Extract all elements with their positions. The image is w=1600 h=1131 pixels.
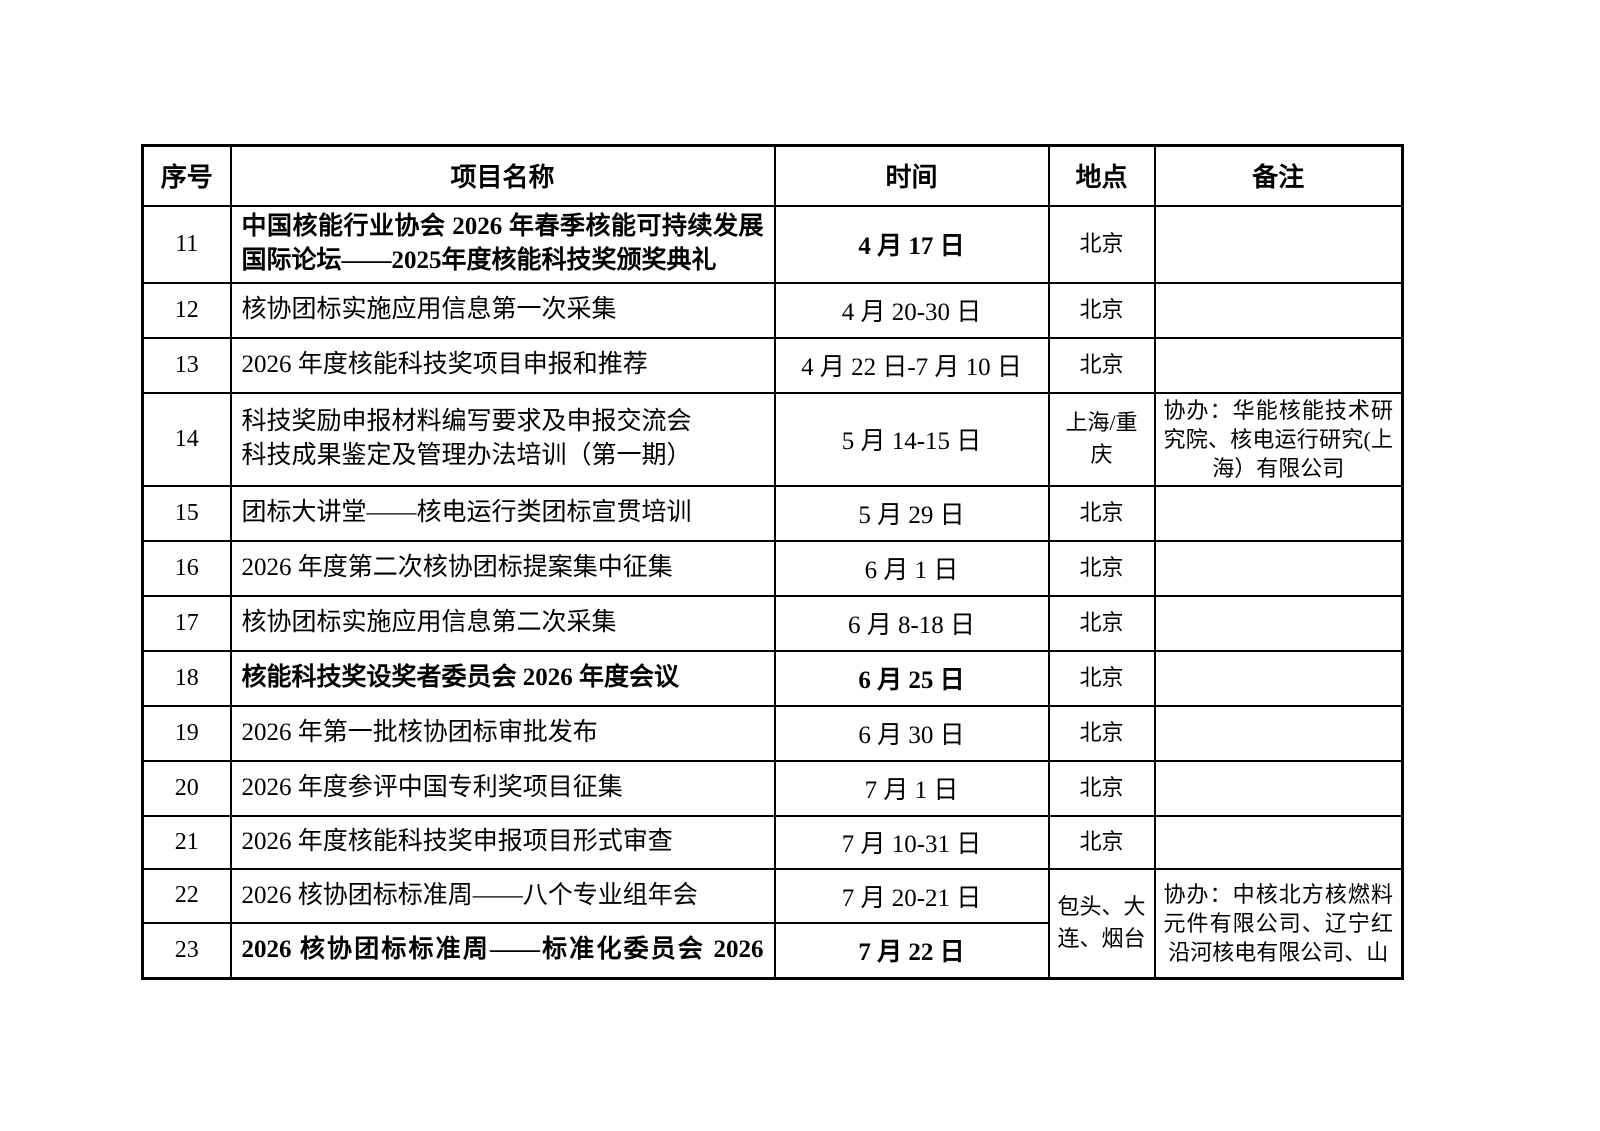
table-row: 22 2026 核协团标标准周——八个专业组年会 7 月 20-21 日 包头、… (141, 867, 1404, 980)
project-name-cell: 团标大讲堂——核电运行类团标宣贯培训 (229, 484, 776, 542)
location-cell: 北京 (1047, 484, 1156, 542)
table-row: 15 团标大讲堂——核电运行类团标宣贯培训 5 月 29 日 北京 (141, 484, 1404, 542)
project-name-cell: 2026 年度核能科技奖项目申报和推荐 (229, 336, 776, 394)
note-cell (1153, 539, 1404, 597)
header-location: 地点 (1047, 144, 1156, 207)
time-cell: 7 月 20-21 日 (773, 867, 1050, 924)
note-cell: 协办：华能核能技术研究院、核电运行研究(上海）有限公司 (1153, 391, 1404, 487)
project-name-cell: 核协团标实施应用信息第二次采集 (229, 594, 776, 652)
note-cell (1153, 814, 1404, 870)
table-row: 18 核能科技奖设奖者委员会 2026 年度会议 6 月 25 日 北京 (141, 649, 1404, 707)
note-cell (1153, 204, 1404, 284)
note-cell (1153, 649, 1404, 707)
project-name-cell: 2026 年度参评中国专利奖项目征集 (229, 759, 776, 817)
location-cell: 北京 (1047, 204, 1156, 284)
project-name-cell: 2026 核协团标标准周——标准化委员会 2026 (229, 921, 776, 980)
time-cell: 6 月 8-18 日 (773, 594, 1050, 652)
location-cell-merged: 包头、大连、烟台 (1047, 867, 1156, 980)
table-row: 16 2026 年度第二次核协团标提案集中征集 6 月 1 日 北京 (141, 539, 1404, 597)
row-number-cell: 17 (141, 594, 232, 652)
location-cell: 北京 (1047, 539, 1156, 597)
table-header: 序号 项目名称 时间 地点 备注 (141, 144, 1404, 207)
location-cell: 北京 (1047, 594, 1156, 652)
header-row: 序号 项目名称 时间 地点 备注 (141, 144, 1404, 207)
row-number-cell: 22 (141, 867, 232, 924)
table-row: 21 2026 年度核能科技奖申报项目形式审查 7 月 10-31 日 北京 (141, 814, 1404, 870)
header-project-name: 项目名称 (229, 144, 776, 207)
time-cell: 4 月 22 日-7 月 10 日 (773, 336, 1050, 394)
location-cell: 北京 (1047, 336, 1156, 394)
time-cell: 7 月 1 日 (773, 759, 1050, 817)
location-cell: 北京 (1047, 649, 1156, 707)
project-name-cell: 2026 年度第二次核协团标提案集中征集 (229, 539, 776, 597)
row-number-cell: 21 (141, 814, 232, 870)
project-name-cell: 核协团标实施应用信息第一次采集 (229, 281, 776, 339)
note-cell (1153, 759, 1404, 817)
table-row: 11 中国核能行业协会 2026 年春季核能可持续发展国际论坛——2025年度核… (141, 204, 1404, 284)
note-cell-merged: 协办：中核北方核燃料元件有限公司、辽宁红沿河核电有限公司、山 (1153, 867, 1404, 980)
location-cell: 北京 (1047, 704, 1156, 762)
project-name-cell: 2026 年第一批核协团标审批发布 (229, 704, 776, 762)
time-cell: 5 月 14-15 日 (773, 391, 1050, 487)
location-cell: 北京 (1047, 814, 1156, 870)
note-cell (1153, 484, 1404, 542)
row-number-cell: 23 (141, 921, 232, 980)
row-number-cell: 15 (141, 484, 232, 542)
time-cell: 5 月 29 日 (773, 484, 1050, 542)
project-name-cell: 科技奖励申报材料编写要求及申报交流会 科技成果鉴定及管理办法培训（第一期） (229, 391, 776, 487)
project-name-cell: 核能科技奖设奖者委员会 2026 年度会议 (229, 649, 776, 707)
time-cell: 4 月 17 日 (773, 204, 1050, 284)
note-cell (1153, 704, 1404, 762)
time-cell: 4 月 20-30 日 (773, 281, 1050, 339)
row-number-cell: 16 (141, 539, 232, 597)
location-cell: 北京 (1047, 759, 1156, 817)
row-number-cell: 18 (141, 649, 232, 707)
row-number-cell: 12 (141, 281, 232, 339)
project-name-cell: 2026 年度核能科技奖申报项目形式审查 (229, 814, 776, 870)
time-cell: 6 月 1 日 (773, 539, 1050, 597)
row-number-cell: 19 (141, 704, 232, 762)
header-time: 时间 (773, 144, 1050, 207)
time-cell: 7 月 10-31 日 (773, 814, 1050, 870)
location-cell: 上海/重庆 (1047, 391, 1156, 487)
note-cell (1153, 594, 1404, 652)
header-no: 序号 (141, 144, 232, 207)
project-name-line: 科技成果鉴定及管理办法培训（第一期） (241, 442, 692, 470)
time-cell: 6 月 30 日 (773, 704, 1050, 762)
time-cell: 7 月 22 日 (773, 921, 1050, 980)
note-cell (1153, 336, 1404, 394)
table-row: 23 2026 核协团标标准周——标准化委员会 2026 7 月 22 日 (141, 921, 1403, 980)
row-number-cell: 13 (141, 336, 232, 394)
row-number-cell: 14 (141, 391, 232, 487)
header-note: 备注 (1153, 144, 1404, 207)
project-name-cell: 中国核能行业协会 2026 年春季核能可持续发展国际论坛——2025年度核能科技… (229, 204, 776, 284)
table-row: 13 2026 年度核能科技奖项目申报和推荐 4 月 22 日-7 月 10 日… (141, 336, 1404, 394)
table-row: 17 核协团标实施应用信息第二次采集 6 月 8-18 日 北京 (141, 594, 1404, 652)
table-row: 19 2026 年第一批核协团标审批发布 6 月 30 日 北京 (141, 704, 1404, 762)
table-row: 12 核协团标实施应用信息第一次采集 4 月 20-30 日 北京 (141, 281, 1404, 339)
location-cell: 北京 (1047, 281, 1156, 339)
time-cell: 6 月 25 日 (773, 649, 1050, 707)
note-cell (1153, 281, 1404, 339)
schedule-table: 序号 项目名称 时间 地点 备注 11 中国核能行业协会 2026 年春季核能可… (141, 144, 1404, 981)
table-row: 20 2026 年度参评中国专利奖项目征集 7 月 1 日 北京 (141, 759, 1404, 817)
row-number-cell: 20 (141, 759, 232, 817)
project-name-line: 科技奖励申报材料编写要求及申报交流会 (241, 408, 692, 436)
project-name-cell: 2026 核协团标标准周——八个专业组年会 (229, 867, 776, 924)
table-row: 14 科技奖励申报材料编写要求及申报交流会 科技成果鉴定及管理办法培训（第一期）… (141, 391, 1404, 487)
row-number-cell: 11 (141, 204, 232, 284)
